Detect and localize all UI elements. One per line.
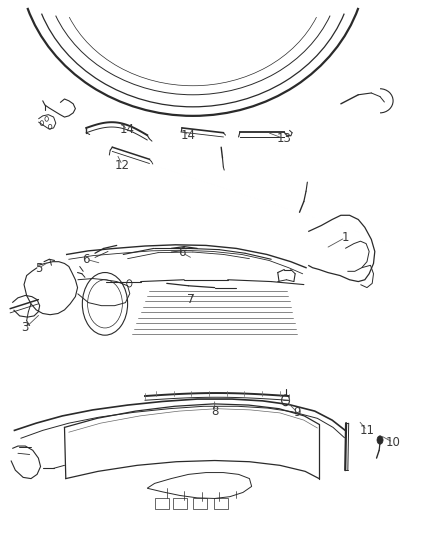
Text: 8: 8 [211,405,218,418]
Text: 9: 9 [293,406,301,419]
Text: 14: 14 [120,123,135,136]
Text: 6: 6 [178,246,186,259]
Text: 13: 13 [277,132,292,146]
Circle shape [377,436,383,444]
Text: 14: 14 [181,129,196,142]
Circle shape [282,395,290,406]
Text: 10: 10 [385,436,400,449]
Text: 12: 12 [115,159,130,172]
Text: 7: 7 [187,293,194,306]
Text: 1: 1 [342,231,349,244]
Text: 6: 6 [82,253,90,266]
Text: 11: 11 [360,424,374,437]
Text: 3: 3 [21,321,29,335]
Text: 5: 5 [35,262,42,275]
